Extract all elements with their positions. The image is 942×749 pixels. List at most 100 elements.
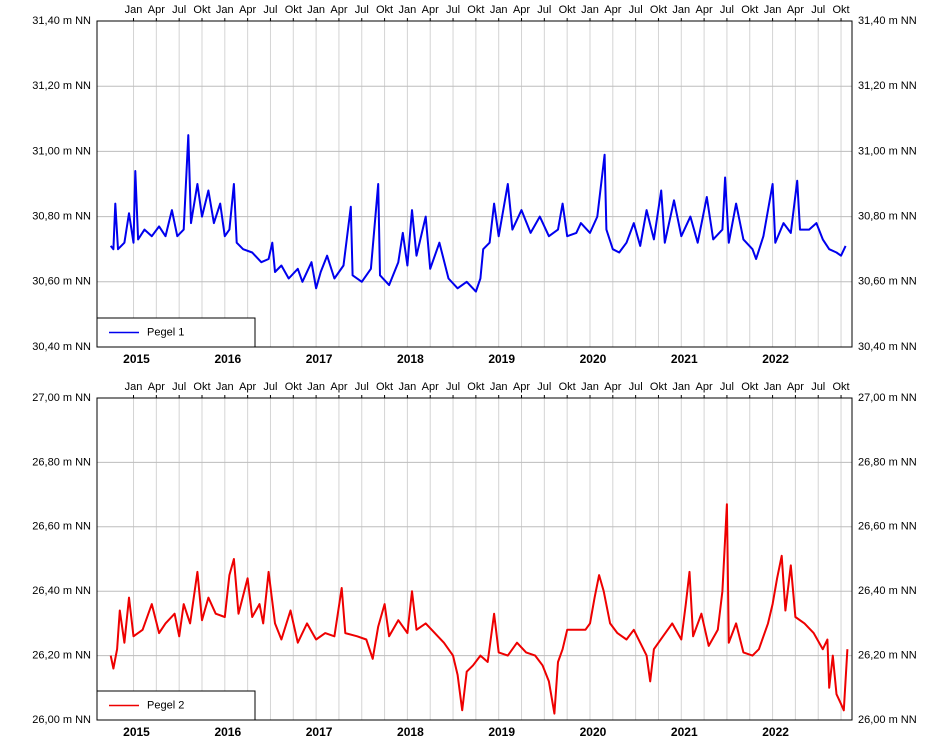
- x-tick-label: Jan: [216, 381, 234, 393]
- x-tick-label: Okt: [193, 381, 210, 393]
- x-tick-label: Apr: [604, 381, 621, 393]
- year-label: 2022: [762, 352, 789, 366]
- x-tick-label: Okt: [193, 4, 210, 16]
- y2-tick-label: 30,40 m NN: [858, 341, 917, 353]
- x-tick-label: Okt: [285, 4, 302, 16]
- x-tick-label: Apr: [330, 4, 347, 16]
- year-label: 2019: [488, 352, 515, 366]
- x-tick-label: Jul: [811, 381, 825, 393]
- x-tick-label: Okt: [376, 4, 393, 16]
- year-label: 2019: [488, 725, 515, 739]
- plot-area: [97, 21, 852, 347]
- x-tick-label: Jul: [172, 4, 186, 16]
- x-tick-label: Okt: [741, 4, 758, 16]
- x-tick-label: Jan: [399, 381, 417, 393]
- x-tick-label: Apr: [513, 381, 530, 393]
- x-tick-label: Okt: [650, 4, 667, 16]
- x-tick-label: Jul: [355, 4, 369, 16]
- x-tick-label: Jul: [446, 4, 460, 16]
- year-label: 2017: [306, 352, 333, 366]
- y2-tick-label: 26,80 m NN: [858, 456, 917, 468]
- x-tick-label: Okt: [376, 381, 393, 393]
- x-tick-label: Jan: [307, 4, 325, 16]
- x-tick-label: Jul: [537, 381, 551, 393]
- data-line: [109, 503, 849, 715]
- y-tick-label: 27,00 m NN: [32, 392, 91, 404]
- x-tick-label: Jul: [720, 4, 734, 16]
- data-line: [109, 134, 847, 293]
- x-tick-label: Apr: [330, 381, 347, 393]
- legend-label: Pegel 1: [147, 326, 184, 338]
- x-tick-label: Jul: [629, 381, 643, 393]
- x-tick-label: Apr: [239, 4, 256, 16]
- y2-tick-label: 31,40 m NN: [858, 15, 917, 27]
- x-tick-label: Jan: [490, 4, 508, 16]
- x-tick-label: Apr: [513, 4, 530, 16]
- year-label: 2018: [397, 352, 424, 366]
- y2-tick-label: 26,40 m NN: [858, 585, 917, 597]
- x-tick-label: Jul: [446, 381, 460, 393]
- x-tick-label: Jan: [307, 381, 325, 393]
- legend-label: Pegel 2: [147, 699, 184, 711]
- y-tick-label: 26,00 m NN: [32, 714, 91, 726]
- x-tick-label: Jan: [581, 4, 599, 16]
- plot-area: [97, 398, 852, 720]
- y2-tick-label: 30,80 m NN: [858, 211, 917, 223]
- x-tick-label: Apr: [696, 4, 713, 16]
- x-tick-label: Jan: [581, 381, 599, 393]
- y-tick-label: 31,00 m NN: [32, 145, 91, 157]
- year-label: 2021: [671, 725, 698, 739]
- year-label: 2020: [580, 352, 607, 366]
- y-tick-label: 31,40 m NN: [32, 15, 91, 27]
- x-tick-label: Jan: [125, 4, 143, 16]
- x-tick-label: Jul: [263, 381, 277, 393]
- year-label: 2016: [214, 352, 241, 366]
- y-tick-label: 26,20 m NN: [32, 650, 91, 662]
- x-tick-label: Apr: [422, 4, 439, 16]
- y2-tick-label: 27,00 m NN: [858, 392, 917, 404]
- y2-tick-label: 31,00 m NN: [858, 145, 917, 157]
- x-tick-label: Okt: [832, 4, 849, 16]
- y2-tick-label: 26,00 m NN: [858, 714, 917, 726]
- y-tick-label: 31,20 m NN: [32, 80, 91, 92]
- year-label: 2018: [397, 725, 424, 739]
- x-tick-label: Apr: [148, 381, 165, 393]
- x-tick-label: Jan: [216, 4, 234, 16]
- x-tick-label: Apr: [604, 4, 621, 16]
- y-tick-label: 26,60 m NN: [32, 521, 91, 533]
- x-tick-label: Okt: [650, 381, 667, 393]
- x-tick-label: Okt: [559, 381, 576, 393]
- x-tick-label: Apr: [239, 381, 256, 393]
- x-tick-label: Jul: [355, 381, 369, 393]
- x-tick-label: Okt: [285, 381, 302, 393]
- year-label: 2021: [671, 352, 698, 366]
- y-tick-label: 30,60 m NN: [32, 276, 91, 288]
- x-tick-label: Jan: [672, 381, 690, 393]
- y-tick-label: 26,40 m NN: [32, 585, 91, 597]
- x-tick-label: Jul: [263, 4, 277, 16]
- y2-tick-label: 30,60 m NN: [858, 276, 917, 288]
- x-tick-label: Jan: [764, 4, 782, 16]
- x-tick-label: Apr: [787, 381, 804, 393]
- y-tick-label: 26,80 m NN: [32, 456, 91, 468]
- x-tick-label: Jul: [537, 4, 551, 16]
- plot-border: [96, 397, 853, 721]
- y2-tick-label: 26,60 m NN: [858, 521, 917, 533]
- x-tick-label: Jul: [629, 4, 643, 16]
- year-label: 2016: [214, 725, 241, 739]
- x-tick-label: Apr: [696, 381, 713, 393]
- x-tick-label: Apr: [422, 381, 439, 393]
- x-tick-label: Apr: [787, 4, 804, 16]
- year-label: 2015: [123, 352, 150, 366]
- x-tick-label: Jul: [811, 4, 825, 16]
- y-tick-label: 30,40 m NN: [32, 341, 91, 353]
- x-tick-label: Apr: [148, 4, 165, 16]
- x-tick-label: Jul: [720, 381, 734, 393]
- y2-tick-label: 31,20 m NN: [858, 80, 917, 92]
- x-tick-label: Jan: [125, 381, 143, 393]
- x-tick-label: Okt: [467, 381, 484, 393]
- x-tick-label: Okt: [832, 381, 849, 393]
- y-tick-label: 30,80 m NN: [32, 211, 91, 223]
